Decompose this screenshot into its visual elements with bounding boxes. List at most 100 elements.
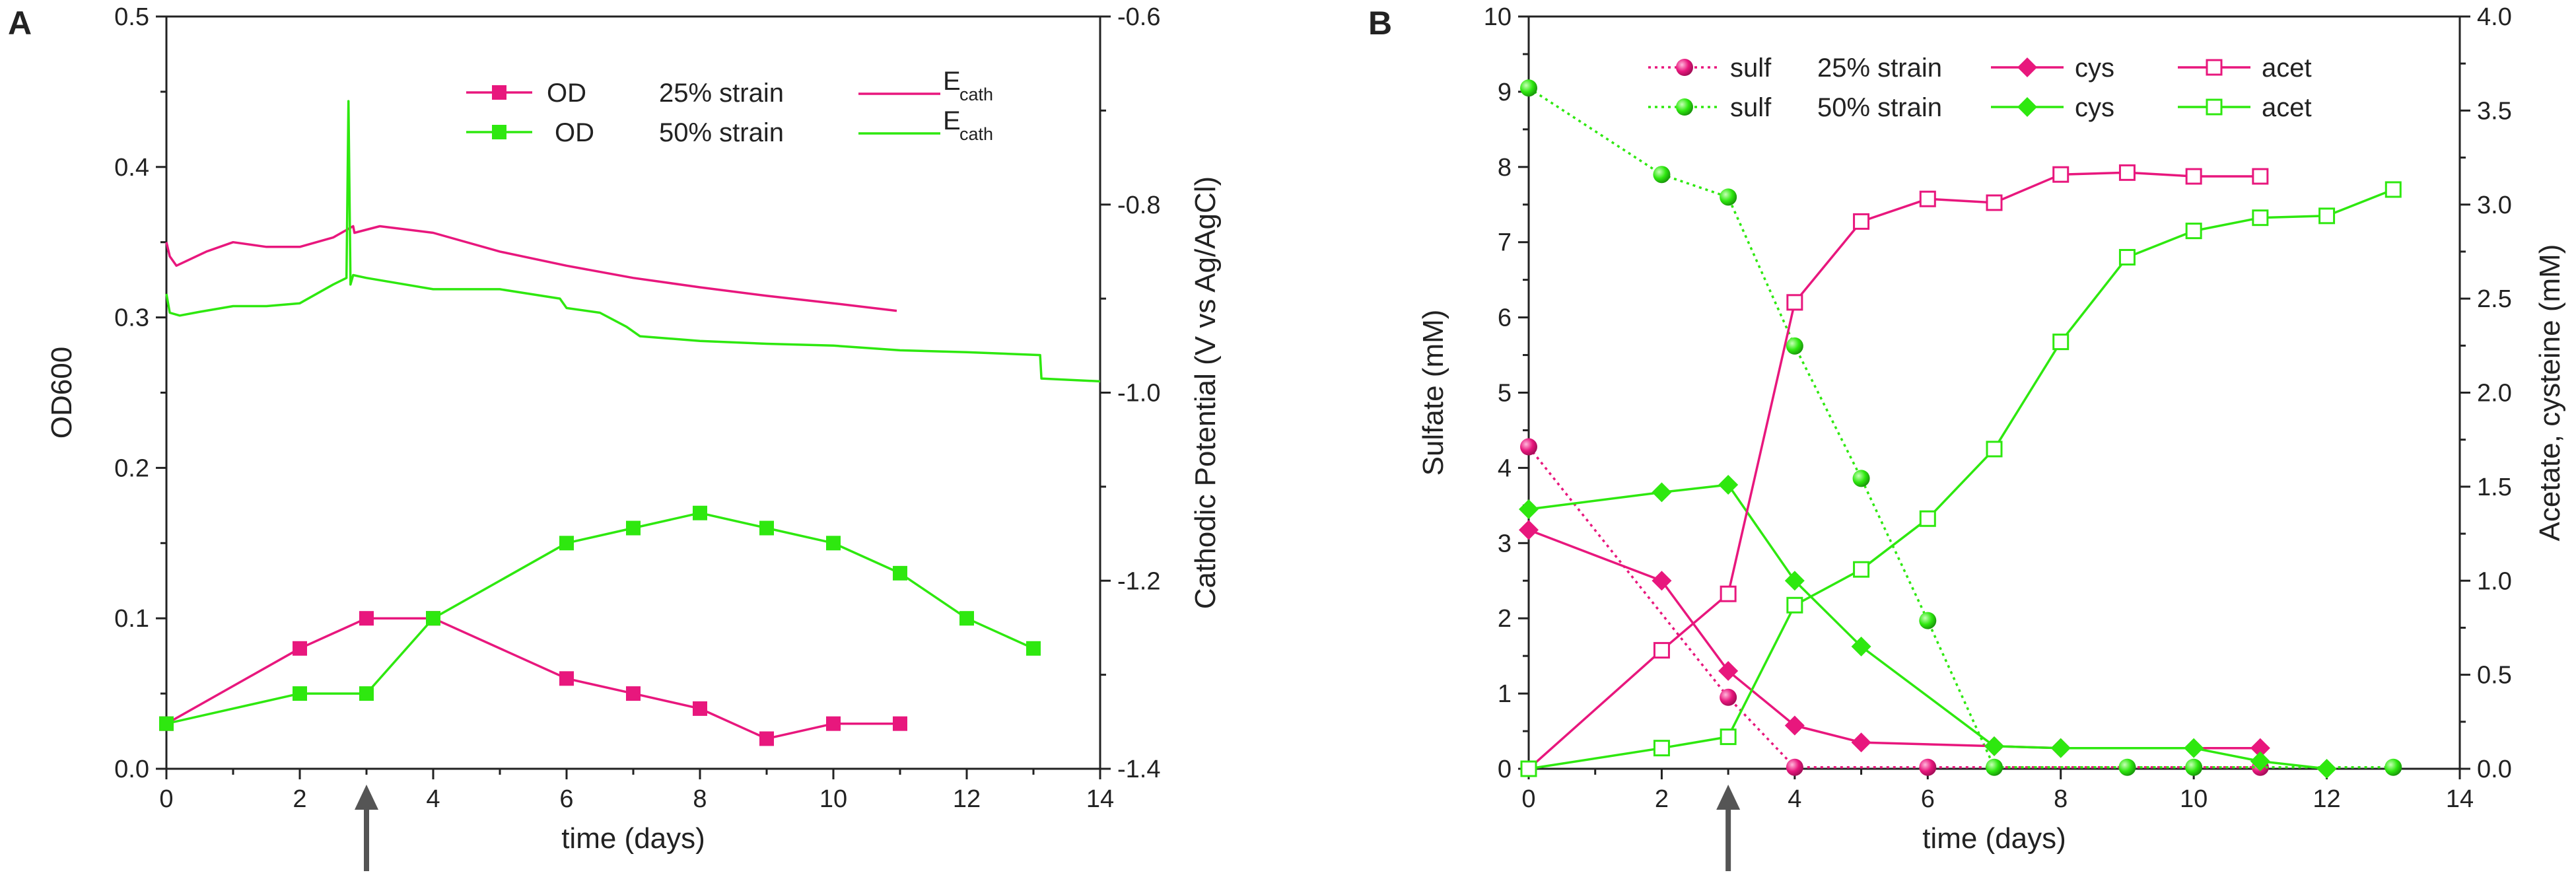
data-point [1519, 499, 1539, 520]
data-point [1919, 612, 1937, 629]
legend-e-label: E [943, 67, 961, 96]
data-point [2250, 738, 2270, 758]
x-tick-label: 4 [1788, 785, 1801, 813]
y2-tick-label: -1.2 [1117, 567, 1160, 595]
legend-acet: acet [2262, 93, 2312, 122]
legend: sulf 25% strain cys acet sulf 50% strain cys ac… [1648, 53, 2312, 122]
data-point [759, 731, 774, 746]
y-axis-title: OD600 [46, 347, 78, 439]
data-point [159, 716, 174, 731]
x-tick-label: 6 [1921, 785, 1935, 813]
time-arrow [355, 785, 378, 871]
y2-tick-label: -0.8 [1117, 192, 1160, 219]
legend-sulf: sulf [1730, 93, 1772, 122]
data-point [2050, 738, 2071, 758]
x-tick-label: 14 [2446, 785, 2474, 813]
data-point [1520, 760, 1537, 777]
legend-marker [492, 125, 506, 139]
data-point [2185, 168, 2202, 185]
data-point [2385, 758, 2402, 776]
data-point [1784, 715, 1805, 736]
series-line [1528, 87, 2394, 769]
data-point [1853, 213, 1870, 230]
series-line [1528, 528, 2260, 750]
series-0 [159, 611, 907, 746]
data-point [1786, 596, 1803, 614]
x-tick-label: 0 [1521, 785, 1535, 813]
y-tick-label: 10 [1484, 3, 1512, 31]
y-tick-label: 1 [1498, 680, 1512, 708]
data-point [2052, 166, 2070, 183]
y-tick-label: 0.2 [114, 454, 149, 482]
legend-strain: 25% strain [659, 79, 784, 108]
data-point [1786, 758, 1803, 776]
legend-strain: 50% strain [659, 118, 784, 147]
legend-cys: cys [2075, 93, 2114, 122]
x-axis-title: time (days) [561, 822, 705, 855]
legend-strain: 25% strain [1817, 53, 1942, 83]
x-tick-label: 8 [2054, 785, 2068, 813]
data-point [1986, 194, 2003, 211]
legend-marker [2206, 59, 2223, 76]
legend-acet: acet [2262, 53, 2312, 83]
data-point [826, 716, 841, 731]
panel-b: 0 2 4 6 8 10 12 140123456789100.00.51.01.52.02.… [1368, 3, 2566, 871]
series-line [165, 225, 897, 312]
series-2 [165, 225, 897, 312]
x-tick-label: 12 [953, 785, 981, 813]
x-axis-title: time (days) [1922, 822, 2066, 855]
data-point [693, 701, 707, 716]
data-point [1653, 166, 1671, 184]
legend-label: OD [555, 118, 594, 147]
y2-tick-label: 2.5 [2477, 285, 2512, 313]
data-point [893, 716, 907, 731]
y-tick-label: 2 [1498, 605, 1512, 633]
data-point [1652, 571, 1672, 591]
x-tick-label: 10 [819, 785, 847, 813]
series-line [1528, 188, 2394, 770]
data-point [293, 686, 307, 701]
data-point [1519, 520, 1539, 540]
data-point [959, 611, 974, 626]
data-point [626, 686, 641, 701]
y2-tick-label: 1.0 [2477, 567, 2512, 595]
data-point [1652, 482, 1672, 503]
data-point [2316, 759, 2337, 779]
legend-marker [2017, 97, 2037, 117]
data-point [693, 505, 707, 520]
data-point [1784, 571, 1805, 591]
data-point [359, 686, 374, 701]
y2-tick-label: -0.6 [1117, 3, 1160, 31]
legend-label: OD [547, 79, 586, 108]
data-point [1919, 190, 1936, 207]
series-3 [1519, 475, 2337, 779]
y2-axis-title: Acetate, cysteine (mM) [2534, 244, 2566, 542]
data-point [893, 565, 907, 581]
series-line [166, 511, 1034, 725]
series-line [166, 617, 900, 740]
legend-e-subscript: cath [959, 85, 993, 104]
data-point [2252, 209, 2269, 227]
series-line [1528, 483, 2327, 770]
y-tick-label: 0 [1498, 756, 1512, 783]
data-point [1520, 438, 1537, 456]
panel-label: A [8, 5, 32, 42]
data-point [2250, 751, 2270, 771]
y2-axis-title: Cathodic Potential (V vs Ag/AgCl) [1189, 176, 1222, 609]
data-point [1853, 561, 1870, 578]
data-point [2118, 164, 2136, 181]
data-point [1851, 636, 1871, 656]
legend-marker [1676, 98, 1693, 116]
data-point [426, 611, 440, 626]
y-tick-label: 6 [1498, 304, 1512, 332]
series-1 [159, 505, 1041, 731]
panel-label: B [1368, 5, 1392, 42]
legend-e-subscript: cath [959, 124, 993, 144]
data-point [2052, 334, 2070, 351]
data-point [1720, 728, 1737, 746]
y2-tick-label: 4.0 [2477, 3, 2512, 31]
data-point [1653, 642, 1670, 659]
data-point [1852, 470, 1870, 487]
data-point [559, 671, 574, 686]
